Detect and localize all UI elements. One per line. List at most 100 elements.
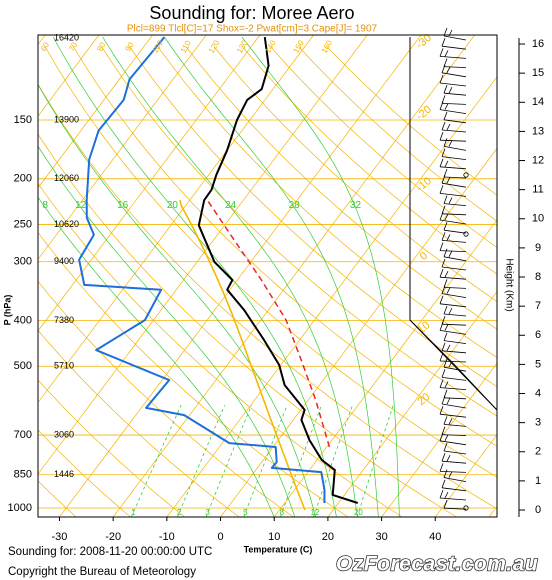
y2-tick-label: 10 (532, 213, 544, 225)
y-tick-label: 300 (14, 256, 32, 268)
wind-barb-flag (439, 352, 444, 362)
wind-barb-staff (439, 330, 467, 335)
wind-barb-flag (448, 197, 453, 204)
wind-barb-flag (443, 332, 448, 341)
wind-barb-flag (439, 432, 444, 441)
profiles (78, 36, 359, 504)
wind-barb-staff (443, 256, 467, 262)
logo: OzForecast.com.au (336, 553, 538, 576)
footer-date: Sounding for: 2008-11-20 00:00:00 UTC (8, 546, 212, 558)
wind-barb-flag (443, 305, 448, 315)
isotherm (273, 219, 497, 517)
y2-tick-label: 3 (535, 417, 541, 429)
moist-adiabat-label: 8 (42, 200, 48, 211)
height-label: 1446 (54, 469, 74, 479)
moist-adiabat-label: 16 (117, 200, 129, 211)
mixing-ratio-label: 1 (131, 508, 136, 517)
x-tick-label: 10 (268, 531, 280, 543)
wind-barb-staff (441, 460, 467, 464)
wind-barb-staff (443, 507, 467, 510)
wind-barb-flag (439, 406, 444, 415)
y2-tick-label: 11 (532, 184, 543, 196)
y-tick-label: 1000 (8, 502, 32, 514)
wind-barb-staff (441, 103, 467, 105)
x-tick-label: 40 (429, 531, 441, 543)
height-label: 9400 (54, 256, 74, 266)
wind-barb-staff (439, 139, 467, 142)
mixing-ratio-label: 3 (205, 508, 210, 517)
y-tick-label: 700 (14, 429, 32, 441)
wind-barb-staff (443, 424, 467, 427)
wind-barb-flag (444, 434, 449, 441)
wind-barb-staff (441, 403, 467, 409)
wind-barb-flag (441, 395, 446, 405)
dry-adiabat (129, 46, 497, 387)
wind-barb-flag (446, 123, 451, 131)
x-tick-label: 0 (217, 531, 223, 543)
y2-tick-label: 9 (535, 242, 541, 254)
wind-barb-staff (439, 219, 467, 225)
footer-copyright: Copyright the Bureau of Meteorology (8, 566, 196, 578)
wind-barb-flag (441, 369, 446, 378)
wind-barb-flag (446, 234, 451, 241)
wind-barb-flag (439, 269, 444, 278)
wind-barb-staff (439, 303, 467, 308)
wind-calm (463, 172, 469, 178)
wind-barb-flag (439, 158, 444, 167)
wind-barb-staff (443, 203, 467, 206)
wind-barb-staff (439, 360, 467, 363)
wind-barb-flag (446, 177, 451, 184)
x-axis-label: Temperature (C) (244, 544, 313, 554)
dry-adiabat (38, 83, 497, 510)
wind-barb-flag (444, 103, 449, 110)
wind-barb-flag (441, 64, 446, 73)
wind-barb-staff (441, 323, 467, 326)
wind-barb-staff (441, 377, 467, 381)
wind-barb-flag (439, 242, 444, 251)
wind-barb-flag (446, 66, 451, 73)
wind-barb-staff (439, 387, 467, 390)
y2-tick-label: 4 (535, 387, 541, 399)
x-tick-label: 30 (375, 531, 387, 543)
wind-barb-staff (443, 92, 467, 96)
wind-barb-flag (444, 271, 449, 278)
wind-barb-flag (446, 344, 451, 351)
wind-barb-flag (443, 85, 448, 94)
moist-adiabat (102, 36, 358, 517)
wind-barb-flag (443, 195, 448, 204)
moist-adiabat (38, 145, 296, 517)
wind-barb-flag (439, 463, 444, 472)
wind-barb-flag (441, 258, 446, 268)
wind-barb-staff (441, 350, 467, 354)
wind-barb-flag (441, 479, 446, 488)
wind-barb-staff (439, 109, 467, 114)
dry-adiabat (38, 480, 77, 517)
wind-barb-staff (439, 413, 467, 418)
wind-barb-flag (439, 295, 444, 304)
wind-barb-staff (439, 166, 467, 170)
height-label: 16420 (54, 32, 79, 42)
wind-barb-staff (443, 35, 467, 41)
wind-barb-staff (441, 182, 467, 188)
wind-barb-flag (441, 175, 446, 184)
wind-barb-flag (443, 222, 448, 231)
mixing-ratio-label: 8 (280, 508, 285, 517)
moist-adiabat-label: 28 (289, 200, 301, 211)
height-label: 12060 (54, 173, 79, 183)
wind-barb-flag (444, 50, 449, 57)
dry-adiabat (157, 46, 497, 359)
wind-barb-flag (439, 379, 444, 388)
wind-barb-staff (439, 497, 467, 501)
wind-barb-staff (441, 434, 467, 436)
wind-barb-flag (446, 455, 451, 462)
height-label: 5710 (54, 361, 74, 371)
wind-barb-staff (443, 119, 467, 124)
mixing-ratio-label: 12 (310, 508, 319, 517)
moist-adiabat (52, 36, 337, 517)
wind-barb-flag (439, 489, 444, 499)
wind-barb-staff (443, 313, 467, 317)
isotherm (38, 35, 314, 404)
profile-line (78, 36, 326, 504)
isotherm (38, 35, 153, 189)
